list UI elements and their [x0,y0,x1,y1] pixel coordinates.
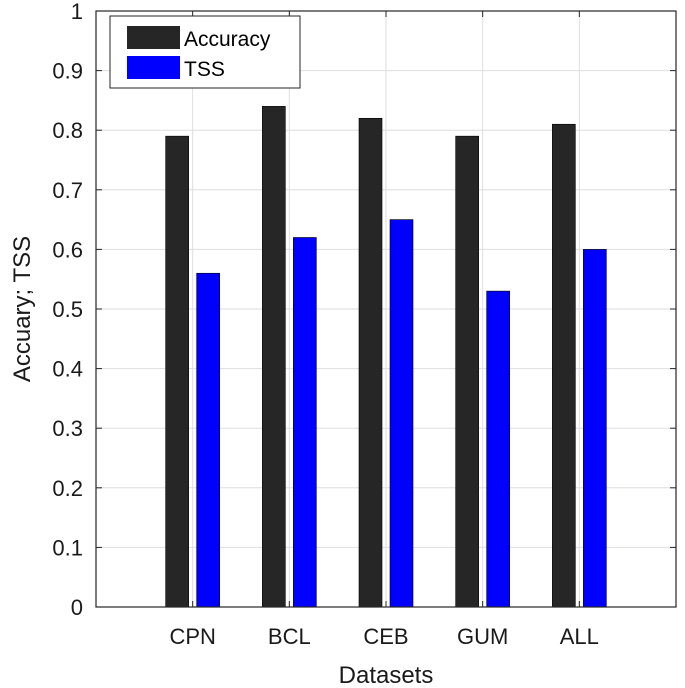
legend-swatch-tss [127,56,180,79]
x-tick-label: GUM [457,624,508,649]
bar-tss-all [583,249,607,608]
y-tick-label: 0.8 [52,118,83,143]
y-tick-label: 0.5 [52,297,83,322]
y-tick-label: 0.4 [52,357,83,382]
bar-tss-cpn [196,272,220,608]
y-tick-label: 0 [71,595,83,620]
y-tick-label: 0.1 [52,535,83,560]
y-axis-label: Accuary; TSS [9,236,36,382]
x-tick-label: BCL [268,624,311,649]
bar-tss-ceb [389,219,414,608]
legend: Accuracy TSS [109,15,301,89]
y-tick-label: 0.2 [52,476,83,501]
y-tick-label: 0.6 [52,237,83,262]
bar-accuracy-cpn [165,135,189,608]
x-tick-label: CPN [169,624,215,649]
y-tick-label: 0.7 [52,178,83,203]
y-tick-label: 0.3 [52,416,83,441]
bar-tss-bcl [293,237,317,608]
bar-accuracy-all [552,123,576,608]
legend-label-tss: TSS [184,58,225,81]
bar-tss-gum [486,290,510,608]
bar-accuracy-ceb [358,117,383,608]
axis-ticks: 0 0.1 0.2 0.3 0.4 0.5 0.6 0.7 0.8 0.9 1 CPN BCL CEB GU… [52,0,676,649]
x-tick-label: ALL [560,624,599,649]
bar-accuracy-gum [455,135,479,608]
legend-swatch-accuracy [127,26,180,49]
x-axis-label: Datasets [339,662,434,688]
y-tick-label: 1 [71,0,83,24]
x-tick-label: CEB [363,624,408,649]
legend-label-accuracy: Accuracy [184,28,271,51]
y-tick-label: 0.9 [52,59,83,84]
bar-accuracy-bcl [262,106,286,608]
